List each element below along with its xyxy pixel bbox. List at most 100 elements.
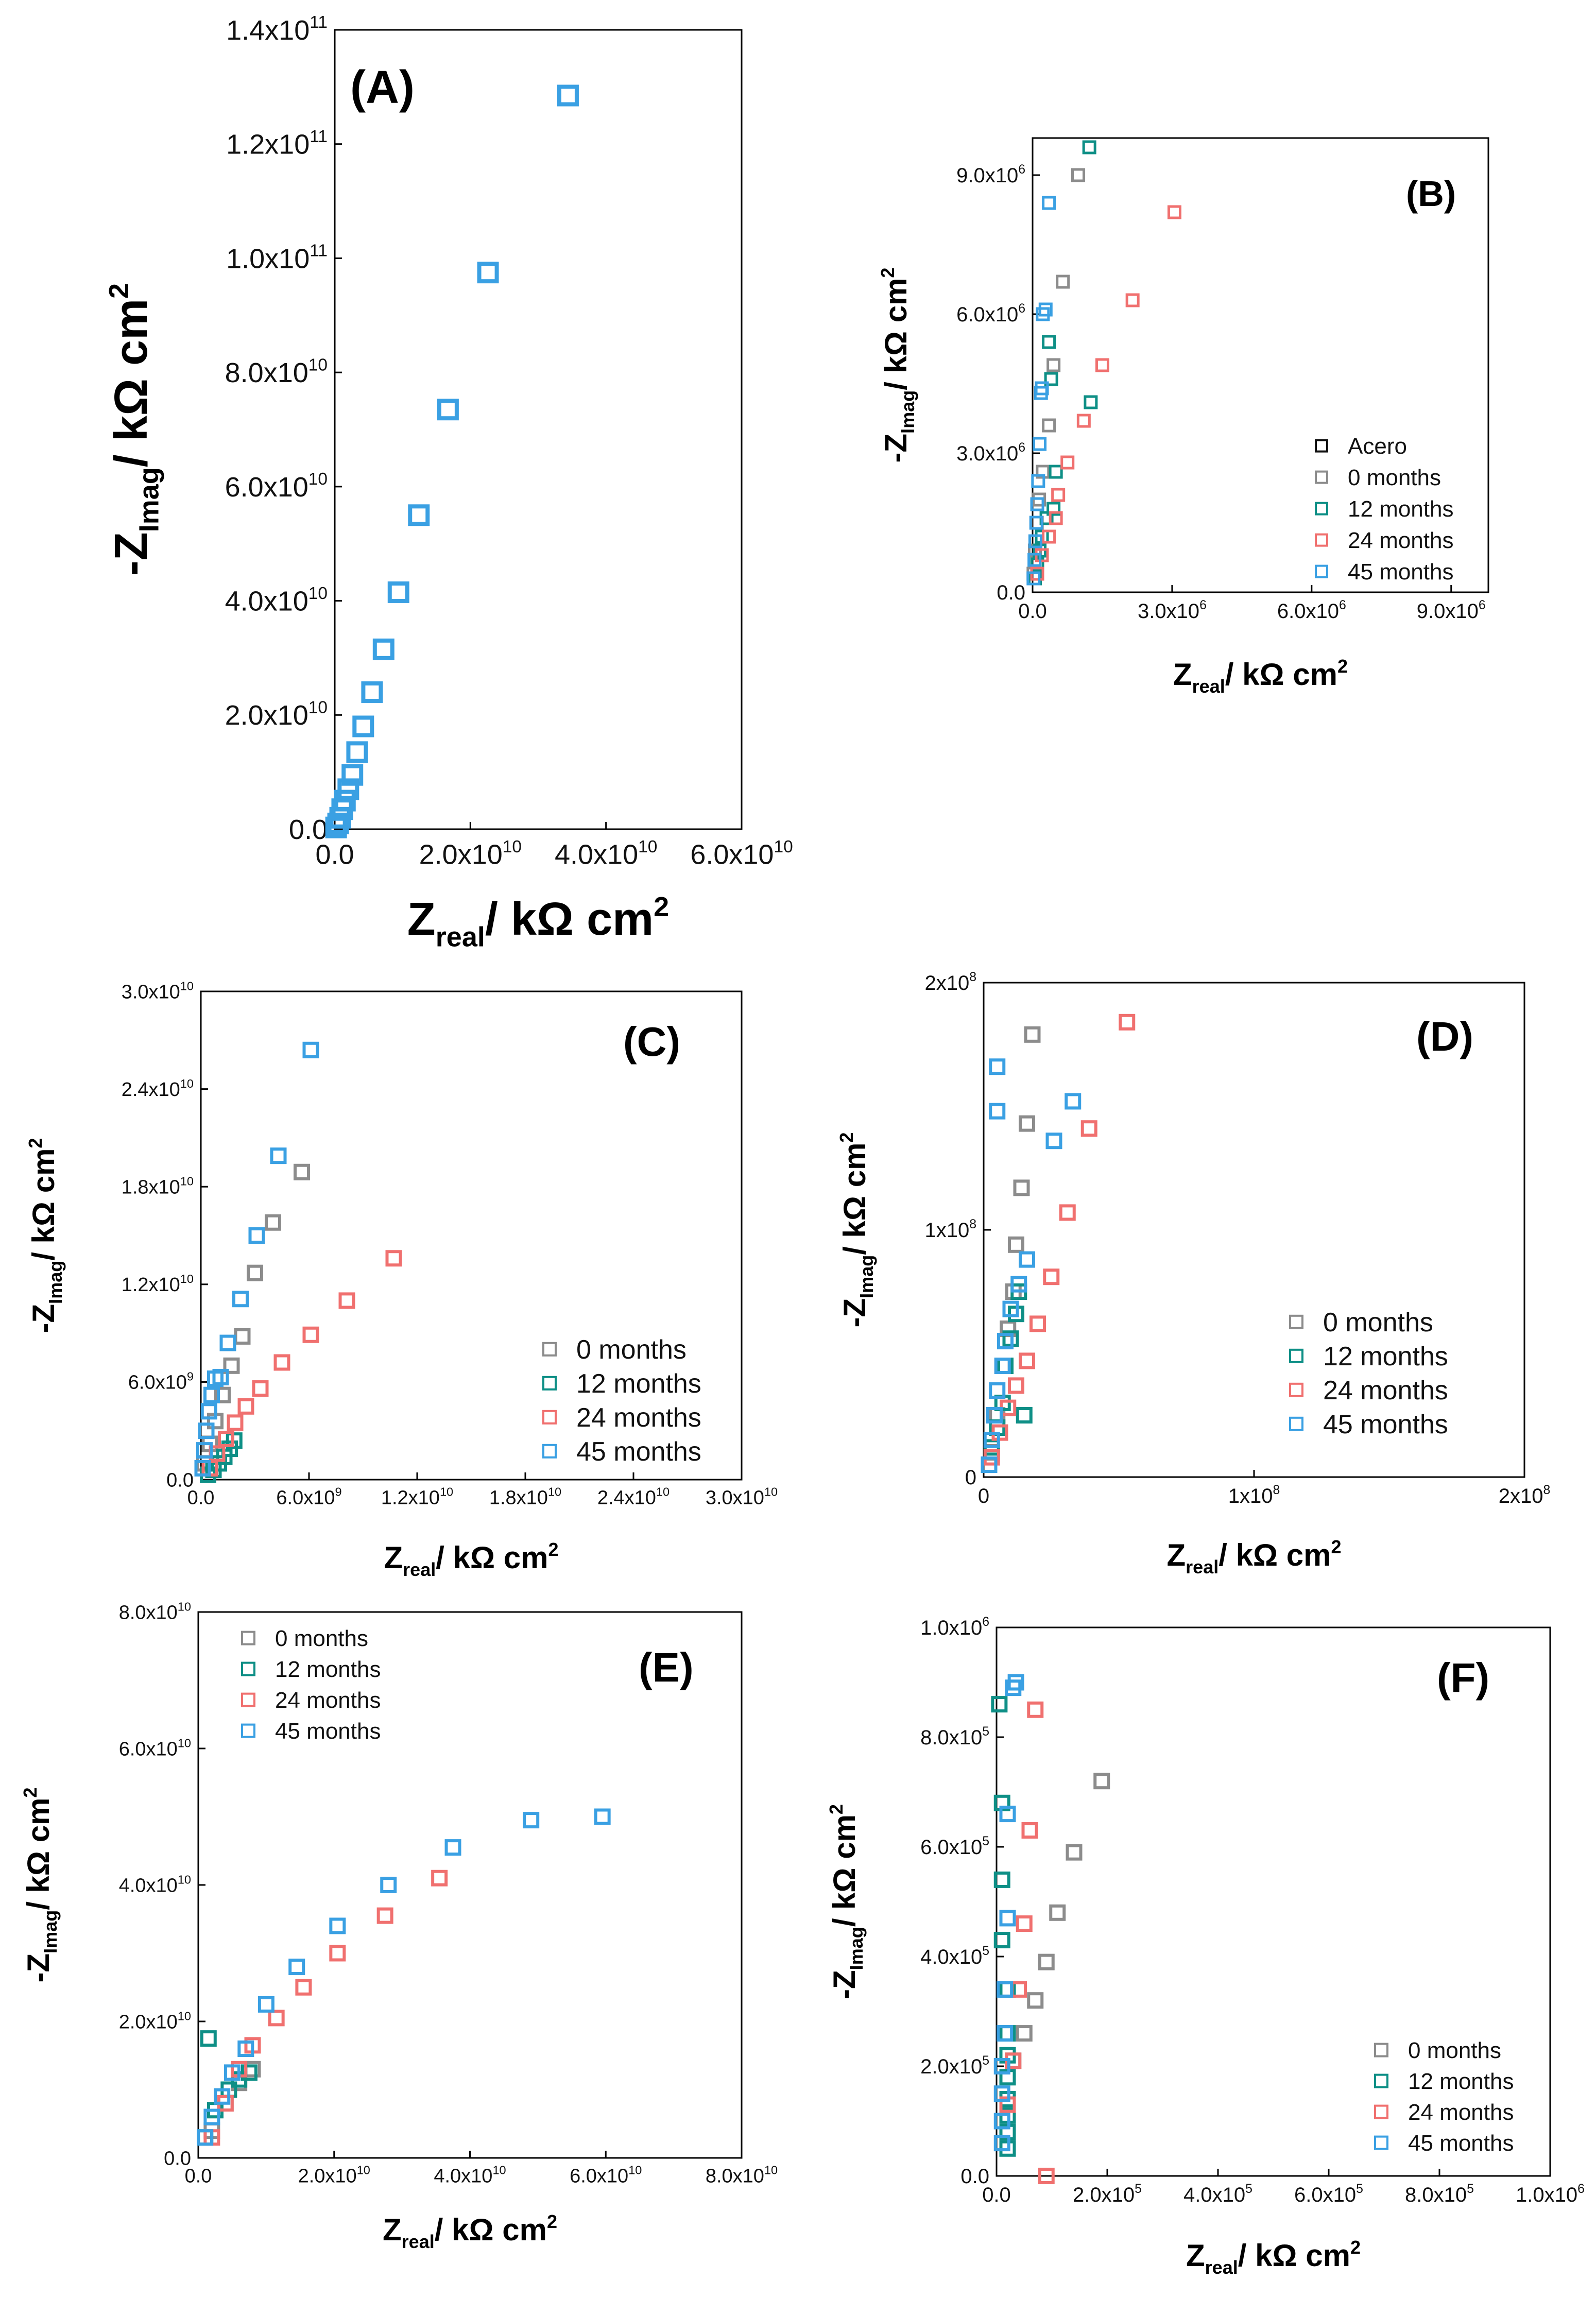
legend-marker	[1374, 2104, 1388, 2119]
data-point	[237, 1398, 254, 1415]
data-point	[288, 1959, 305, 1975]
legend-label: 24 months	[1408, 2100, 1514, 2125]
x-tick-label: 1x108	[1228, 1483, 1280, 1507]
data-point	[295, 1979, 312, 1996]
y-axis-label: -ZImag/ kΩ cm2	[826, 1804, 867, 1999]
x-tick-label: 8.0x1010	[706, 2164, 778, 2187]
x-tick-label: 0.0	[187, 1487, 215, 1509]
data-point	[1065, 1093, 1082, 1110]
y-tick-label: 6.0x105	[920, 1834, 989, 1859]
data-point	[1027, 1992, 1044, 2009]
data-point	[329, 1945, 346, 1962]
x-tick-label: 2.0x1010	[419, 837, 522, 870]
data-point	[993, 2085, 1010, 2102]
data-point	[1024, 1026, 1041, 1043]
y-tick-label: 8.0x105	[920, 1725, 989, 1749]
data-point	[993, 1932, 1010, 1949]
data-point	[1016, 1915, 1033, 1932]
series-24-months	[201, 1250, 402, 1477]
data-point	[227, 1414, 244, 1431]
data-point	[385, 1250, 402, 1267]
data-point	[1030, 497, 1044, 511]
data-point	[989, 1103, 1006, 1120]
data-point	[241, 2064, 258, 2081]
y-tick-label: 1.2x1010	[122, 1272, 194, 1296]
data-point	[341, 764, 364, 786]
legend-label: Acero	[1348, 434, 1407, 459]
y-tick-label: 2x108	[924, 970, 976, 994]
data-point	[557, 84, 579, 107]
data-point	[198, 1422, 215, 1439]
data-point	[1071, 168, 1085, 182]
legend-marker	[1374, 2073, 1388, 2088]
data-point	[1066, 1844, 1083, 1861]
data-point	[1029, 516, 1043, 530]
data-point	[337, 778, 359, 800]
y-tick-label: 6.0x1010	[225, 470, 328, 503]
data-point	[203, 1386, 220, 1403]
x-tick-label: 9.0x106	[1417, 598, 1486, 623]
panel-e: 0.0 2.0x1010 4.0x1010 6.0x1010 8.0x1010 0.0 2.…	[20, 1600, 778, 2252]
data-point	[993, 1871, 1010, 1888]
legend-marker	[542, 1444, 557, 1459]
x-tick-label: 1.8x1010	[489, 1485, 561, 1509]
data-point	[1093, 1773, 1110, 1790]
legend-marker	[542, 1342, 557, 1357]
legend-marker	[1289, 1314, 1303, 1329]
data-point	[523, 1812, 540, 1829]
data-point	[1044, 372, 1058, 386]
y-tick-label: 6.0x106	[956, 302, 1025, 326]
series-24-months	[203, 1870, 448, 2146]
data-point	[1045, 1133, 1062, 1150]
x-axis-label: Zreal/ kΩ cm2	[383, 2211, 557, 2252]
data-point	[1019, 1115, 1035, 1132]
x-tick-label: 1.0x106	[1516, 2182, 1585, 2206]
data-point	[1046, 502, 1061, 516]
y-tick-label: 3.0x1010	[122, 979, 194, 1003]
data-point	[214, 1386, 231, 1403]
legend-label: 12 months	[1323, 1342, 1448, 1371]
y-tick-label: 2.4x1010	[122, 1077, 194, 1101]
x-tick-label: 0.0	[185, 2166, 212, 2187]
y-tick-label: 2.0x105	[920, 2054, 989, 2078]
data-point	[1027, 1701, 1044, 1718]
data-point	[248, 1227, 265, 1244]
y-axis-label: -ZImag/ kΩ cm2	[877, 268, 918, 463]
legend-label: 12 months	[1348, 496, 1453, 522]
data-point	[1008, 1236, 1024, 1253]
legend-label: 12 months	[1408, 2069, 1514, 2094]
data-point	[1033, 437, 1047, 451]
panel-title-c: (C)	[623, 1019, 680, 1065]
x-axis-label: Zreal/ kΩ cm2	[1186, 2237, 1361, 2278]
x-tick-label: 1.2x1010	[381, 1485, 453, 1509]
series-0-months	[1005, 1773, 1110, 2069]
y-tick-label: 0	[965, 1466, 976, 1489]
y-tick-label: 1.2x1011	[226, 127, 328, 160]
data-point	[993, 2058, 1010, 2074]
legend-label: 45 months	[1323, 1410, 1448, 1439]
data-point	[1038, 302, 1053, 317]
y-tick-label: 1.8x1010	[122, 1175, 194, 1198]
panel-b: 0.0 3.0x106 6.0x106 9.0x106 0.0 3.0x106 6.0x10…	[877, 137, 1489, 697]
data-point	[993, 2135, 1010, 2152]
data-point	[197, 2129, 214, 2146]
data-point	[1008, 1377, 1024, 1394]
data-point	[1038, 2168, 1055, 2184]
y-tick-label: 6.0x1010	[119, 1736, 191, 1760]
data-point	[270, 1147, 287, 1164]
data-point	[268, 2010, 285, 2027]
data-point	[1038, 1953, 1055, 1970]
data-point	[200, 1403, 217, 1420]
data-point	[194, 1460, 211, 1477]
data-point	[1059, 1204, 1076, 1221]
data-point	[989, 1382, 1006, 1399]
data-point	[1007, 1674, 1024, 1691]
data-point	[265, 1214, 281, 1231]
data-point	[1046, 358, 1061, 372]
data-point	[1051, 488, 1066, 502]
data-point	[252, 1380, 269, 1397]
data-point	[1026, 571, 1041, 586]
panel-title-a: (A)	[350, 62, 415, 113]
legend-label: 24 months	[275, 1688, 381, 1713]
